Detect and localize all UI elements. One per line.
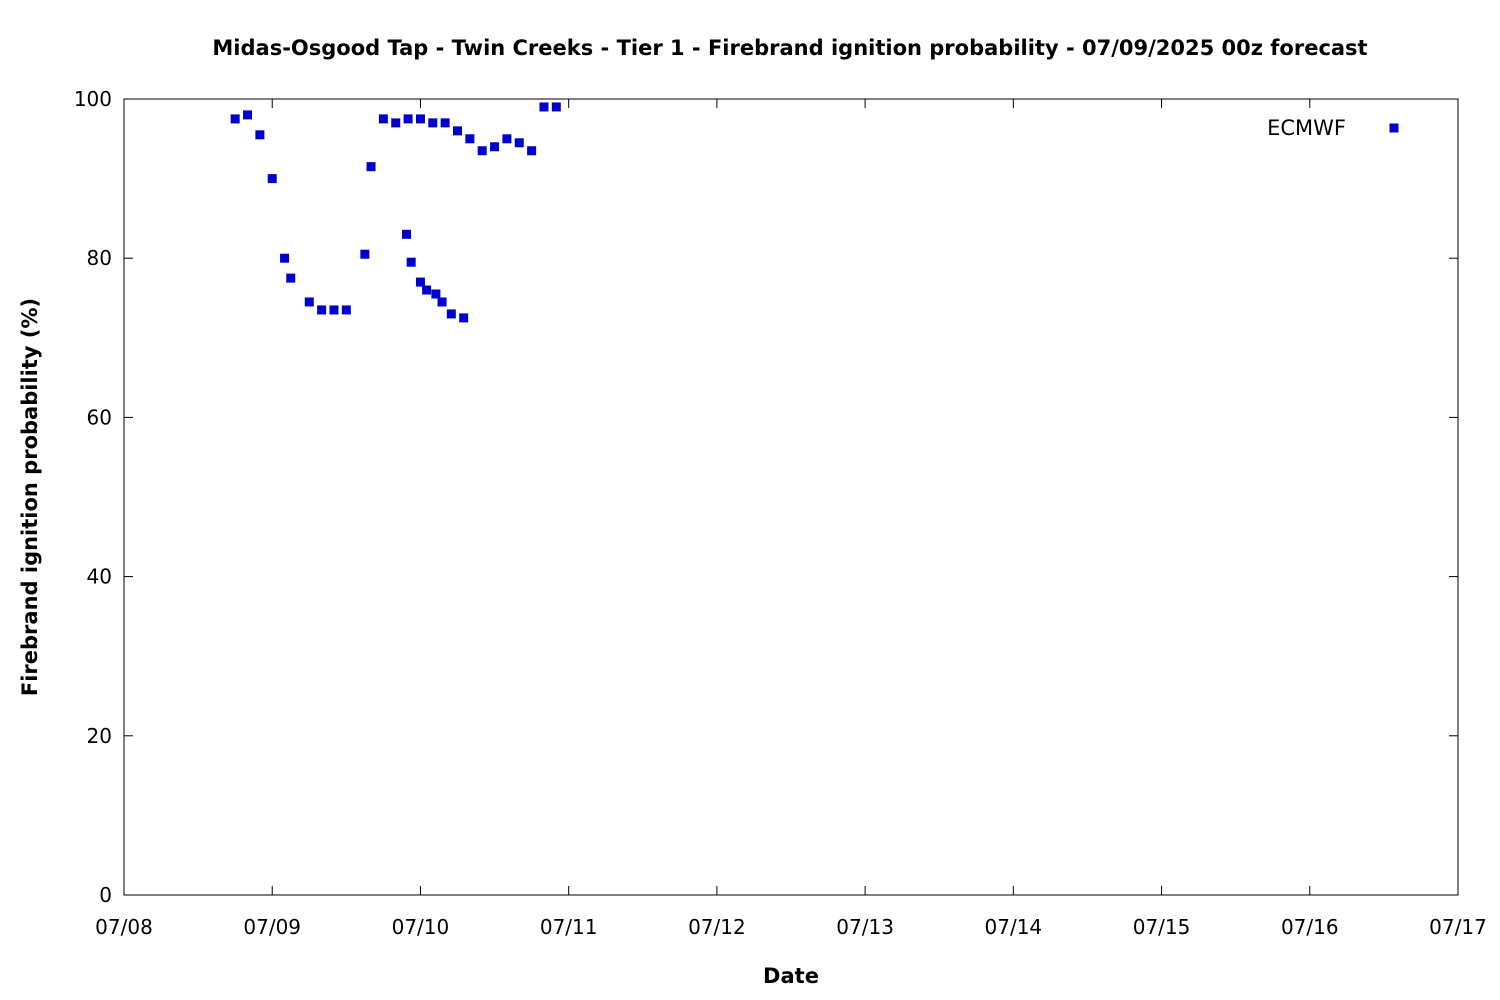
legend-label: ECMWF <box>1267 116 1346 140</box>
x-axis-label: Date <box>763 964 819 988</box>
x-tick-label: 07/15 <box>1133 915 1191 939</box>
data-point <box>502 134 512 144</box>
data-point <box>267 174 277 184</box>
data-point <box>465 134 475 144</box>
data-point <box>243 110 253 120</box>
y-tick-label: 100 <box>74 87 112 111</box>
x-tick-label: 07/09 <box>243 915 301 939</box>
data-point <box>230 114 240 124</box>
x-tick-label: 07/14 <box>985 915 1043 939</box>
data-point <box>415 114 425 124</box>
data-point <box>453 126 462 136</box>
chart-title: Midas-Osgood Tap - Twin Creeks - Tier 1 … <box>212 36 1368 60</box>
y-tick-label: 80 <box>87 246 112 270</box>
data-point <box>329 305 339 315</box>
data-point <box>378 114 388 124</box>
data-point <box>286 273 296 283</box>
data-point <box>422 285 432 295</box>
data-point <box>477 146 487 156</box>
legend: ECMWF <box>1267 116 1399 140</box>
data-point <box>539 102 549 112</box>
data-point <box>391 118 401 128</box>
y-tick-label: 20 <box>87 724 112 748</box>
data-point <box>403 114 413 124</box>
y-tick-label: 40 <box>87 565 112 589</box>
data-point <box>431 289 441 299</box>
data-point <box>360 249 370 259</box>
data-point <box>551 102 561 112</box>
data-point <box>280 253 290 263</box>
x-tick-label: 07/08 <box>95 915 153 939</box>
y-tick-label: 60 <box>87 405 112 429</box>
data-point <box>428 118 438 128</box>
data-point <box>446 309 456 319</box>
data-point <box>304 297 314 307</box>
data-point <box>317 305 327 315</box>
data-point <box>437 297 447 307</box>
data-point <box>459 313 469 323</box>
x-tick-label: 07/12 <box>688 915 746 939</box>
x-tick-label: 07/16 <box>1281 915 1339 939</box>
data-point <box>514 138 524 148</box>
legend-item: ECMWF <box>1267 116 1399 140</box>
data-point <box>406 257 416 267</box>
x-tick-label: 07/10 <box>392 915 450 939</box>
data-point <box>366 162 376 172</box>
data-point <box>341 305 351 315</box>
data-point <box>255 130 265 140</box>
data-point <box>490 142 500 152</box>
x-tick-label: 07/13 <box>836 915 894 939</box>
y-tick-label: 0 <box>99 883 112 907</box>
plot-frame <box>123 98 1459 896</box>
data-point <box>440 118 450 128</box>
legend-marker <box>1389 123 1399 133</box>
x-tick-label: 07/17 <box>1429 915 1487 939</box>
data-point <box>415 277 425 287</box>
data-point <box>402 229 412 239</box>
data-point <box>527 146 537 156</box>
x-tick-label: 07/11 <box>540 915 598 939</box>
series-ecmwf <box>230 102 561 323</box>
